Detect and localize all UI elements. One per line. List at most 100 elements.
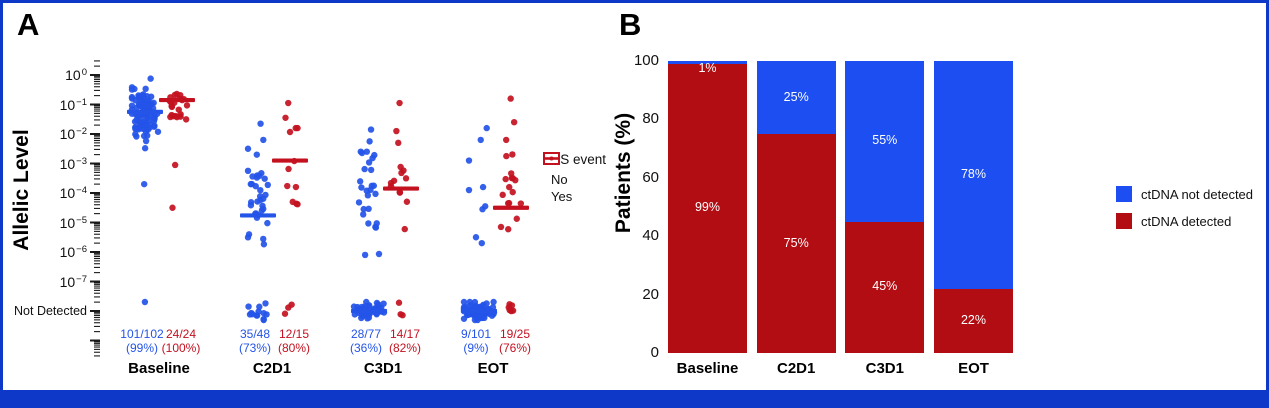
scatter-point-c3d1-no (367, 166, 375, 174)
bar-label-baseline-not-detected: 1% (698, 61, 717, 75)
bottom-accent-bar (3, 390, 1266, 408)
ctdna-not-detected-swatch (1116, 186, 1132, 202)
scatter-point-c3d1-no (357, 148, 364, 155)
scatter-point-c2d1-yes (282, 114, 289, 121)
y-tick-label-10e-1: 10−1 (59, 96, 87, 113)
scatter-point-baseline-no (139, 117, 147, 124)
legend-item-ctdna-not-detected: ctDNA not detected (1116, 186, 1253, 202)
scatter-point-eot-yes (504, 200, 512, 207)
bar-label-eot-detected: 22% (960, 312, 987, 327)
scatter-point-c2d1-no (261, 175, 268, 182)
scatter-point-c3d1-yes (396, 99, 403, 107)
bar-baseline-not-detected (668, 61, 747, 64)
panel-a-letter: A (17, 7, 40, 42)
scatter-point-c2d1-no (264, 181, 272, 189)
nd-point-c2d1-no (260, 316, 267, 324)
b-y-tick-label-20: 20 (642, 285, 659, 303)
scatter-point-eot-no (478, 239, 485, 247)
y-tick-label-10e-6: 10−6 (59, 244, 87, 260)
scatter-point-c2d1-no (260, 241, 268, 248)
scatter-point-eot-yes (503, 152, 510, 160)
scatter-point-baseline-no (128, 95, 136, 102)
fraction-c2d1-no: 35/48 (73%) (238, 327, 271, 355)
scatter-point-c2d1-no (244, 167, 252, 174)
scatter-point-eot-no (465, 186, 473, 194)
pfs-legend-item-yes: Yes (543, 152, 653, 204)
scatter-point-eot-yes (508, 170, 515, 177)
scatter-point-c2d1-no (257, 186, 264, 194)
scatter-point-eot-yes (505, 226, 512, 233)
bar-label-eot-not-detected: 78% (960, 166, 987, 181)
scatter-point-c3d1-no (372, 224, 380, 231)
scatter-point-c3d1-no (365, 159, 373, 166)
scatter-point-c3d1-no (361, 251, 369, 259)
median-bar-baseline-no (127, 109, 163, 114)
scatter-point-c3d1-no (363, 148, 370, 155)
nd-point-c3d1-no (366, 302, 373, 309)
nd-point-c3d1-no (362, 311, 370, 319)
bar-label-c3d1-detected: 45% (872, 279, 898, 294)
scatter-point-eot-yes (510, 119, 518, 126)
b-y-tick-label-60: 60 (642, 168, 659, 186)
y-tick-label-10e-3: 10−3 (59, 155, 87, 172)
scatter-point-eot-yes (517, 200, 525, 207)
scatter-point-baseline-no (142, 137, 150, 145)
scatter-point-baseline-yes (169, 204, 176, 211)
scatter-point-c2d1-no (244, 145, 252, 152)
bar-label-c2d1-not-detected: 25% (783, 89, 809, 104)
scatter-point-c2d1-no (247, 202, 255, 209)
scatter-point-c2d1-no (259, 202, 266, 209)
b-category-label-baseline: Baseline (676, 360, 739, 377)
median-bar-c3d1-yes (383, 186, 419, 191)
panel-b-letter: B (619, 7, 642, 42)
not-detected-axis-label: Not Detected (14, 304, 87, 318)
nd-point-eot-no (466, 298, 474, 306)
nd-point-c2d1-no (245, 303, 252, 310)
fraction-c3d1-no: 28/77 (36%) (349, 327, 382, 355)
nd-point-eot-no (460, 315, 468, 322)
y-tick-label-10e-5: 10−5 (59, 214, 87, 231)
ctdna-legend: ctDNA not detected ctDNA detected (1116, 186, 1253, 240)
scatter-point-eot-yes (512, 176, 519, 184)
scatter-point-baseline-no (142, 85, 149, 93)
ctdna-not-detected-label: ctDNA not detected (1141, 186, 1254, 202)
bar-c2d1-detected (756, 134, 836, 353)
fraction-c3d1-yes: 14/17 (82%) (388, 327, 421, 355)
nd-point-c2d1-no (263, 311, 270, 318)
y-tick-label-10e0: 100 (65, 67, 87, 83)
scatter-point-eot-yes (513, 215, 520, 222)
bar-c2d1-not-detected (756, 61, 836, 134)
scatter-point-baseline-no (144, 98, 152, 105)
scatter-point-c3d1-no (367, 126, 375, 133)
nd-point-eot-yes (506, 306, 513, 314)
scatter-point-c3d1-no (370, 182, 378, 189)
nd-point-eot-no (464, 311, 472, 319)
scatter-point-c3d1-yes (395, 139, 402, 147)
nd-point-c2d1-no (256, 303, 263, 310)
allelic-level-scatter-plot (90, 60, 529, 357)
y-tick-label-10e-4: 10−4 (59, 185, 87, 201)
scatter-point-c2d1-yes (285, 99, 292, 107)
scatter-point-c2d1-yes (286, 128, 294, 136)
scatter-point-c2d1-yes (294, 201, 301, 208)
fraction-baseline-no: 101/102 (99%) (120, 327, 164, 355)
fraction-c2d1-yes: 12/15 (80%) (277, 327, 310, 355)
scatter-point-eot-no (479, 183, 487, 191)
median-bar-c3d1-no (351, 308, 387, 314)
fraction-eot-no: 9/101 (9%) (460, 327, 492, 355)
scatter-point-baseline-no (140, 180, 148, 188)
nd-point-c3d1-no (373, 299, 381, 307)
scatter-point-baseline-no (128, 86, 136, 93)
category-label-c3d1: C3D1 (363, 360, 403, 377)
scatter-point-baseline-no (150, 99, 157, 107)
scatter-point-c2d1-no (252, 183, 259, 190)
y-tick-label-10e-2: 10−2 (59, 126, 87, 142)
scatter-point-c3d1-no (361, 165, 368, 173)
b-y-tick-label-100: 100 (633, 52, 659, 69)
scatter-point-c3d1-yes (393, 127, 400, 135)
nd-point-eot-no (490, 298, 497, 306)
b-category-label-c2d1: C2D1 (777, 360, 816, 377)
nd-point-c3d1-no (380, 300, 387, 307)
bar-label-c2d1-detected: 75% (783, 235, 809, 250)
scatter-point-baseline-no (140, 132, 148, 140)
